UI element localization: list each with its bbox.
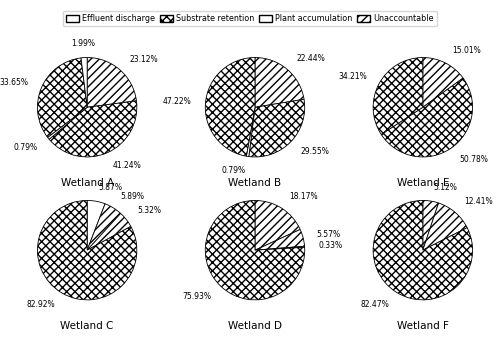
- Wedge shape: [38, 58, 87, 137]
- Wedge shape: [49, 101, 137, 157]
- Wedge shape: [38, 201, 137, 300]
- Text: 82.47%: 82.47%: [361, 300, 390, 309]
- Wedge shape: [249, 99, 304, 157]
- Wedge shape: [255, 229, 304, 250]
- Wedge shape: [87, 201, 105, 250]
- Title: Wetland A: Wetland A: [60, 178, 114, 188]
- Wedge shape: [206, 201, 304, 300]
- Text: 47.22%: 47.22%: [163, 97, 192, 106]
- Wedge shape: [48, 107, 87, 139]
- Wedge shape: [255, 58, 304, 107]
- Wedge shape: [381, 78, 472, 157]
- Text: 50.78%: 50.78%: [459, 155, 488, 164]
- Text: 33.65%: 33.65%: [0, 78, 28, 87]
- Text: 0.79%: 0.79%: [222, 166, 246, 175]
- Wedge shape: [255, 201, 300, 250]
- Wedge shape: [373, 58, 423, 134]
- Wedge shape: [246, 107, 255, 156]
- Title: Wetland C: Wetland C: [60, 321, 114, 331]
- Text: 34.21%: 34.21%: [338, 73, 367, 82]
- Wedge shape: [87, 58, 136, 107]
- Text: 5.57%: 5.57%: [316, 230, 340, 239]
- Title: Wetland D: Wetland D: [228, 321, 282, 331]
- Text: 41.24%: 41.24%: [113, 161, 141, 170]
- Text: 0.33%: 0.33%: [318, 241, 342, 250]
- Text: 5.87%: 5.87%: [99, 183, 123, 192]
- Text: 5.32%: 5.32%: [137, 206, 161, 215]
- Text: 82.92%: 82.92%: [26, 301, 54, 309]
- Wedge shape: [255, 246, 304, 250]
- Title: Wetland F: Wetland F: [397, 321, 449, 331]
- Text: 0.79%: 0.79%: [14, 143, 38, 152]
- Wedge shape: [87, 204, 120, 250]
- Text: 18.17%: 18.17%: [290, 192, 318, 201]
- Text: 75.93%: 75.93%: [182, 292, 212, 301]
- Wedge shape: [423, 203, 467, 250]
- Text: 23.12%: 23.12%: [129, 55, 158, 64]
- Wedge shape: [81, 58, 87, 107]
- Text: 12.41%: 12.41%: [464, 197, 493, 206]
- Title: Wetland E: Wetland E: [396, 178, 449, 188]
- Wedge shape: [423, 58, 463, 107]
- Text: 5.89%: 5.89%: [120, 192, 144, 201]
- Text: 1.99%: 1.99%: [71, 39, 95, 48]
- Wedge shape: [423, 201, 438, 250]
- Text: 29.55%: 29.55%: [301, 147, 330, 156]
- Wedge shape: [87, 213, 131, 250]
- Text: 15.01%: 15.01%: [452, 46, 480, 55]
- Title: Wetland B: Wetland B: [228, 178, 281, 188]
- Legend: Effluent discharge, Substrate retention, Plant accumulation, Unaccountable: Effluent discharge, Substrate retention,…: [63, 11, 437, 26]
- Text: 5.12%: 5.12%: [433, 183, 457, 192]
- Wedge shape: [206, 58, 255, 156]
- Wedge shape: [373, 201, 472, 300]
- Text: 22.44%: 22.44%: [296, 54, 325, 63]
